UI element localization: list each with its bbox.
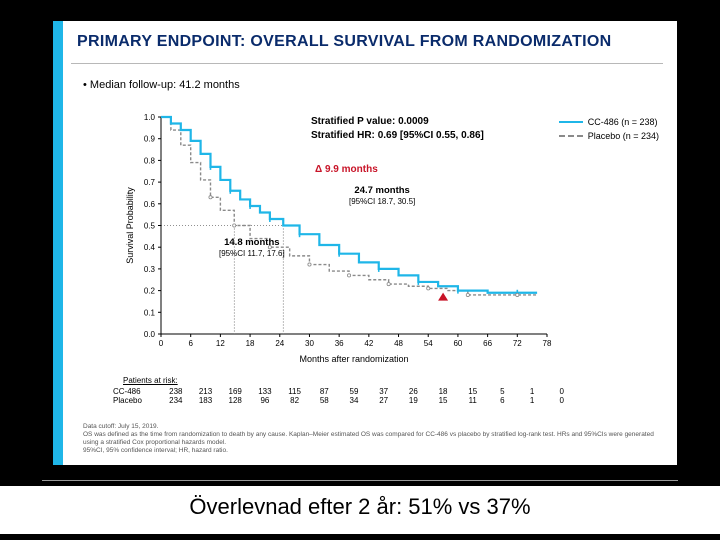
slide-outer: PRIMARY ENDPOINT: OVERALL SURVIVAL FROM … xyxy=(0,0,720,540)
svg-text:0: 0 xyxy=(159,339,164,348)
svg-text:36: 36 xyxy=(335,339,344,348)
svg-text:0.8: 0.8 xyxy=(144,156,156,165)
svg-text:0.1: 0.1 xyxy=(144,308,156,317)
svg-text:0.7: 0.7 xyxy=(144,178,156,187)
svg-text:0.3: 0.3 xyxy=(144,265,156,274)
legend-cc486: CC-486 (n = 238) xyxy=(559,117,659,127)
legend-cc486-label: CC-486 (n = 238) xyxy=(588,117,658,127)
patients-at-risk: Patients at risk: CC-4862382131691331158… xyxy=(123,376,577,405)
footnote-l3: 95%CI, 95% confidence interval; HR, haza… xyxy=(83,447,657,455)
p-label: Stratified P value: xyxy=(311,116,395,127)
svg-text:0.4: 0.4 xyxy=(144,243,156,252)
svg-text:72: 72 xyxy=(513,339,522,348)
svg-text:24: 24 xyxy=(275,339,284,348)
footnote: Data cutoff: July 15, 2019. OS was defin… xyxy=(83,423,657,456)
title-rule xyxy=(71,63,663,64)
followup-text: Median follow-up: 41.2 months xyxy=(83,79,240,91)
svg-text:0.2: 0.2 xyxy=(144,287,156,296)
svg-text:78: 78 xyxy=(543,339,552,348)
footnote-l2: OS was defined as the time from randomiz… xyxy=(83,431,657,447)
legend-placebo: Placebo (n = 234) xyxy=(559,131,659,141)
svg-text:42: 42 xyxy=(364,339,373,348)
svg-text:Survival Probability: Survival Probability xyxy=(125,187,135,264)
delta-label: Δ 9.9 months xyxy=(315,163,378,177)
p-value: 0.0009 xyxy=(398,116,429,127)
svg-text:0.5: 0.5 xyxy=(144,222,156,231)
median-pbo-ci: [95%CI 11.7, 17.6] xyxy=(219,249,285,258)
risk-row: Placebo2341831289682583427191511610 xyxy=(113,396,577,405)
svg-text:12: 12 xyxy=(216,339,225,348)
stat-box: Stratified P value: 0.0009 Stratified HR… xyxy=(311,115,484,142)
svg-text:1.0: 1.0 xyxy=(144,113,156,122)
footnote-l1: Data cutoff: July 15, 2019. xyxy=(83,423,657,431)
survival-chart: 0.0 0.1 0.2 0.3 0.4 0.5 0.6 0.7 0.8 0.9 1.0 0 6 12 18 2… xyxy=(123,111,553,366)
median-placebo: 14.8 months [95%CI 11.7, 17.6] xyxy=(219,237,285,260)
legend-line-placebo xyxy=(559,135,583,137)
median-pbo-value: 14.8 months xyxy=(224,237,279,248)
legend: CC-486 (n = 238) Placebo (n = 234) xyxy=(559,117,659,145)
median-cc-ci: [95%CI 18.7, 30.5] xyxy=(349,197,415,206)
svg-text:6: 6 xyxy=(188,339,193,348)
hr-label: Stratified HR: xyxy=(311,130,375,141)
svg-text:60: 60 xyxy=(453,339,462,348)
median-cc-value: 24.7 months xyxy=(354,185,409,196)
svg-text:18: 18 xyxy=(246,339,255,348)
accent-bar xyxy=(53,21,63,465)
legend-placebo-label: Placebo (n = 234) xyxy=(588,131,659,141)
caption-text: Överlevnad efter 2 år: 51% vs 37% xyxy=(0,486,720,534)
svg-text:0.6: 0.6 xyxy=(144,200,156,209)
svg-text:0.9: 0.9 xyxy=(144,135,156,144)
svg-text:54: 54 xyxy=(424,339,433,348)
svg-text:0.0: 0.0 xyxy=(144,330,156,339)
risk-row: CC-486238213169133115875937261815510 xyxy=(113,387,577,396)
caption-rule xyxy=(42,480,678,481)
risk-title: Patients at risk: xyxy=(123,376,577,385)
legend-line-cc486 xyxy=(559,121,583,123)
svg-text:30: 30 xyxy=(305,339,314,348)
svg-text:66: 66 xyxy=(483,339,492,348)
slide-title: PRIMARY ENDPOINT: OVERALL SURVIVAL FROM … xyxy=(77,33,611,51)
median-cc486: 24.7 months [95%CI 18.7, 30.5] xyxy=(349,185,415,208)
slide: PRIMARY ENDPOINT: OVERALL SURVIVAL FROM … xyxy=(50,18,680,468)
svg-text:48: 48 xyxy=(394,339,403,348)
svg-text:Months after randomization: Months after randomization xyxy=(299,354,408,364)
hr-value: 0.69 [95%CI 0.55, 0.86] xyxy=(378,130,484,141)
